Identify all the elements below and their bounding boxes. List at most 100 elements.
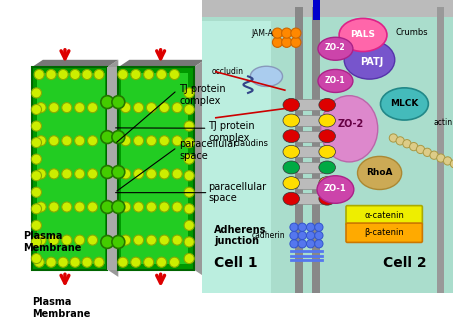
Circle shape (88, 103, 97, 113)
Bar (297, 131, 322, 142)
Circle shape (82, 69, 92, 80)
Bar (437, 7, 444, 293)
Circle shape (291, 37, 301, 47)
Circle shape (184, 104, 194, 114)
Text: TJ protein
complex: TJ protein complex (209, 121, 255, 143)
Ellipse shape (283, 176, 299, 190)
Ellipse shape (283, 192, 299, 205)
Circle shape (62, 136, 72, 146)
Circle shape (133, 136, 144, 146)
Circle shape (88, 235, 97, 245)
Circle shape (131, 257, 141, 267)
Circle shape (272, 28, 282, 38)
Circle shape (75, 202, 85, 212)
Text: ZO-1: ZO-1 (325, 76, 346, 85)
Circle shape (172, 202, 182, 212)
Circle shape (31, 104, 42, 114)
Text: α-catenin: α-catenin (364, 211, 404, 220)
Circle shape (31, 171, 42, 181)
Circle shape (184, 121, 194, 131)
Circle shape (157, 257, 166, 267)
Circle shape (88, 169, 97, 179)
Polygon shape (118, 67, 194, 270)
Circle shape (169, 69, 179, 80)
Circle shape (172, 136, 182, 146)
Circle shape (49, 169, 59, 179)
Circle shape (146, 169, 157, 179)
Polygon shape (121, 73, 188, 264)
Circle shape (62, 169, 72, 179)
Circle shape (172, 169, 182, 179)
Circle shape (75, 169, 85, 179)
Ellipse shape (319, 99, 335, 111)
Text: MLCK: MLCK (390, 100, 419, 108)
Ellipse shape (380, 88, 429, 120)
Text: occludin: occludin (211, 67, 244, 76)
Ellipse shape (318, 37, 353, 60)
Circle shape (423, 148, 431, 156)
Bar (313, 0, 320, 20)
Circle shape (416, 145, 425, 154)
Circle shape (430, 151, 438, 159)
Circle shape (389, 134, 397, 142)
Ellipse shape (339, 18, 387, 52)
Circle shape (121, 202, 131, 212)
Circle shape (31, 138, 42, 148)
Circle shape (31, 154, 42, 164)
Polygon shape (32, 67, 107, 270)
Bar (297, 193, 322, 204)
Circle shape (131, 69, 141, 80)
Text: Cell 1: Cell 1 (214, 256, 258, 270)
Ellipse shape (250, 66, 282, 86)
Circle shape (184, 253, 194, 264)
Circle shape (144, 69, 154, 80)
Circle shape (49, 136, 59, 146)
Circle shape (118, 257, 128, 267)
Ellipse shape (319, 145, 335, 158)
Circle shape (101, 236, 114, 248)
Circle shape (121, 103, 131, 113)
Circle shape (146, 235, 157, 245)
Text: paracellular
space: paracellular space (179, 139, 237, 161)
Circle shape (46, 257, 56, 267)
Ellipse shape (319, 192, 335, 205)
Bar (297, 99, 322, 110)
Circle shape (184, 187, 194, 197)
Ellipse shape (283, 130, 299, 142)
Circle shape (112, 131, 125, 143)
Circle shape (298, 232, 307, 240)
Circle shape (290, 232, 298, 240)
Circle shape (133, 169, 144, 179)
Text: β-catenin: β-catenin (364, 228, 404, 237)
Circle shape (184, 171, 194, 181)
Circle shape (184, 88, 194, 98)
Bar (295, 7, 303, 293)
Circle shape (444, 157, 452, 165)
Polygon shape (107, 67, 118, 270)
Circle shape (101, 166, 114, 178)
Circle shape (403, 140, 411, 148)
Text: PALS: PALS (350, 31, 376, 39)
Circle shape (88, 136, 97, 146)
Circle shape (307, 240, 315, 248)
Circle shape (75, 103, 85, 113)
Polygon shape (194, 60, 205, 277)
Circle shape (88, 202, 97, 212)
Circle shape (146, 136, 157, 146)
Polygon shape (118, 60, 205, 67)
Ellipse shape (319, 176, 335, 190)
Circle shape (307, 232, 315, 240)
Circle shape (75, 235, 85, 245)
Circle shape (94, 257, 104, 267)
Circle shape (315, 240, 323, 248)
Circle shape (157, 69, 166, 80)
Text: ZO-1: ZO-1 (324, 184, 347, 193)
FancyBboxPatch shape (346, 206, 422, 225)
Ellipse shape (319, 161, 335, 174)
Text: cadherin: cadherin (251, 231, 285, 240)
Circle shape (133, 235, 144, 245)
Circle shape (46, 69, 56, 80)
Circle shape (62, 235, 72, 245)
Circle shape (101, 96, 114, 108)
Polygon shape (32, 60, 118, 67)
